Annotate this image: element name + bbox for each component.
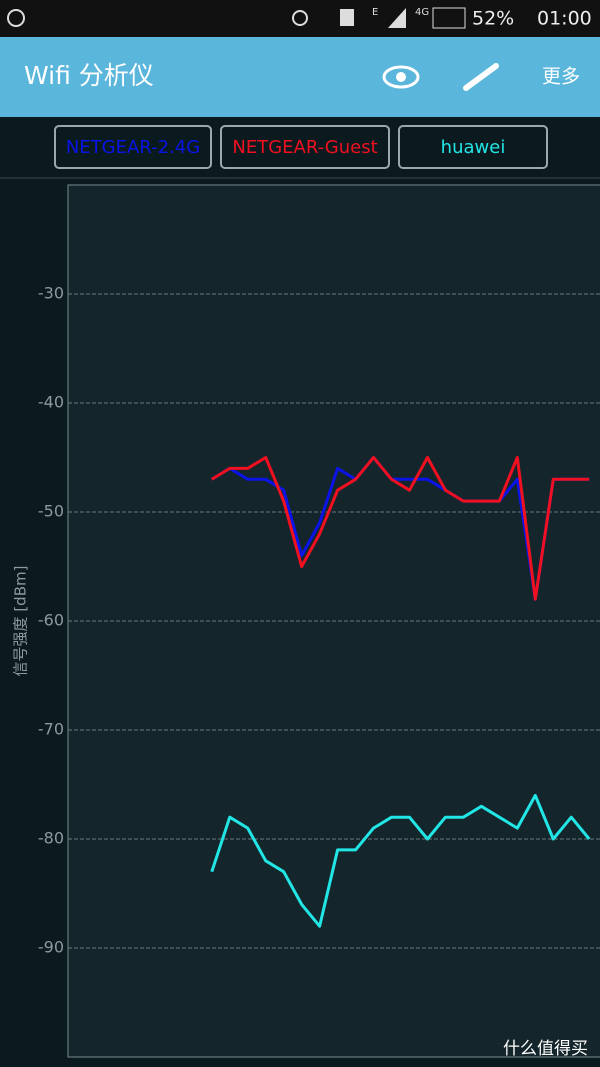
y-tick-label: -80 xyxy=(38,829,64,848)
series-button-label[interactable]: NETGEAR-2.4G xyxy=(66,137,200,158)
eye-pupil xyxy=(396,72,406,82)
series-button[interactable] xyxy=(54,125,212,169)
signal-icon xyxy=(388,8,406,28)
settings-icon[interactable] xyxy=(463,63,499,91)
alarm-icon xyxy=(292,10,308,26)
time: 01:00 xyxy=(537,8,592,30)
more-menu[interactable]: 更多 xyxy=(542,66,580,88)
series-line xyxy=(211,456,590,601)
y-tick-label: -60 xyxy=(38,611,64,630)
series-button-label[interactable]: NETGEAR-Guest xyxy=(232,137,377,158)
network-type: E xyxy=(372,7,378,18)
series-line xyxy=(210,793,591,928)
watermark: 什么值得买 xyxy=(503,1039,588,1059)
app-title: Wifi 分析仪 xyxy=(24,61,154,90)
sim-icon xyxy=(340,9,354,26)
app-bar xyxy=(0,37,600,117)
y-axis-label: 信号强度 [dBm] xyxy=(12,566,30,677)
y-tick-label: -40 xyxy=(38,393,64,412)
y-tick-label: -50 xyxy=(38,502,64,521)
y-tick-label: -90 xyxy=(38,938,64,957)
series-button[interactable] xyxy=(220,125,390,169)
battery: 52% xyxy=(472,8,514,30)
signal-type: 4G xyxy=(415,7,429,18)
y-tick-label: -30 xyxy=(38,284,64,303)
dnd-icon xyxy=(7,9,25,27)
status-bar xyxy=(0,0,600,37)
eye-icon[interactable] xyxy=(382,65,420,89)
y-tick-label: -70 xyxy=(38,720,64,739)
lte-icon xyxy=(432,7,466,29)
series-button-label[interactable]: huawei xyxy=(441,137,506,158)
series-button[interactable] xyxy=(398,125,548,169)
